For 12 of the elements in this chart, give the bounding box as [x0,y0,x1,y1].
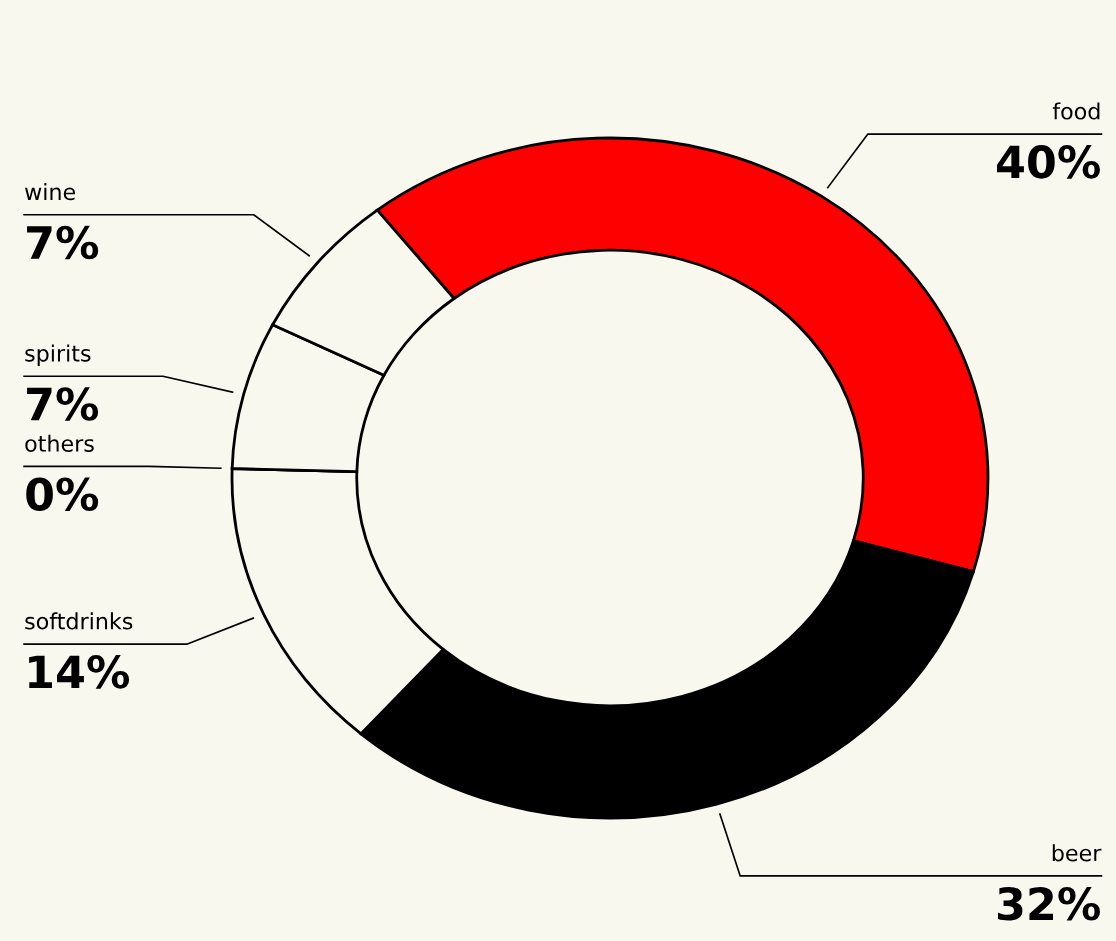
slice-label: beer [1052,844,1102,862]
slice-label: wine [25,183,76,201]
slice-label: spirits [25,344,91,367]
slice-label: softdrinks [25,612,133,630]
slice-label: food [1052,102,1100,120]
data-label: 7% [27,225,99,260]
category-label: others [25,434,94,452]
data-label: 32% [997,886,1100,921]
data-label: 40% [997,145,1100,179]
data-label: 14% [29,655,130,689]
text: 0% [26,477,99,512]
data-label: 7% [27,387,99,421]
